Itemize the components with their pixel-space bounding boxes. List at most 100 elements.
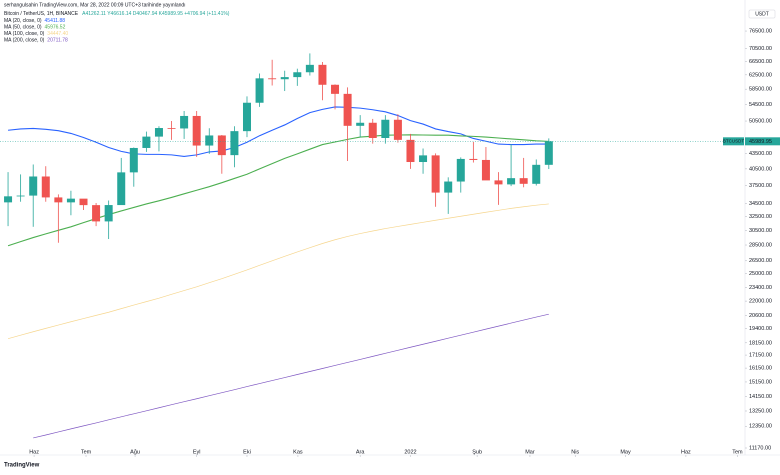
- candle-body: [519, 178, 528, 184]
- y-tick-label: 26500.00: [749, 258, 772, 264]
- y-tick-label: 28500.00: [749, 242, 772, 248]
- candle-body: [331, 84, 340, 94]
- legend-value: 20711.78: [47, 38, 68, 44]
- candle-body: [343, 93, 352, 126]
- currency-button[interactable]: [748, 9, 776, 19]
- legend-name: MA (50, close, 0): [4, 25, 42, 31]
- candle-body: [544, 141, 553, 165]
- symbol: Bitcoin / TetherUS, 1H, BINANCE: [4, 11, 79, 17]
- y-tick-label: 19400.00: [749, 326, 772, 332]
- ticker-label: BTCUSDT: [723, 139, 745, 144]
- x-tick-label: Haz: [29, 449, 39, 455]
- y-tick-label: 20600.00: [749, 313, 772, 319]
- candle-body: [318, 64, 327, 85]
- candle-body: [255, 78, 264, 103]
- legend-entry: MA (50, close, 0) 45976.52: [4, 25, 66, 31]
- y-tick-label: 43500.00: [749, 151, 772, 157]
- y-tick-label: 18150.00: [749, 340, 772, 346]
- y-tick-label: 22000.00: [749, 299, 772, 305]
- y-tick-label: 62500.00: [749, 72, 772, 78]
- x-tick-label: Mar: [525, 449, 535, 455]
- x-tick-label: Ağu: [130, 449, 140, 455]
- x-tick-label: 2022: [404, 449, 416, 455]
- legend-name: MA (100, close, 0): [4, 31, 45, 37]
- candle-body: [507, 178, 516, 185]
- x-tick-label: Tem: [732, 449, 743, 455]
- legend-name: MA (20, close, 0): [4, 18, 42, 24]
- currency[interactable]: USDT: [755, 11, 769, 17]
- y-tick-label: 11170.00: [749, 445, 771, 451]
- candle-body: [368, 122, 377, 138]
- y-tick-label: 12350.00: [749, 424, 772, 430]
- footer-logo: TradingView: [4, 463, 40, 469]
- candle-body: [16, 195, 25, 197]
- candle-body: [293, 72, 302, 78]
- candle-body: [154, 128, 163, 137]
- candle-body: [29, 176, 38, 196]
- x-tick-label: Nis: [571, 449, 579, 455]
- candle-body: [305, 64, 314, 73]
- candle-body: [41, 176, 50, 198]
- candle-body: [104, 205, 113, 222]
- legend-name: MA (200, close, 0): [4, 38, 45, 44]
- y-tick-label: 58500.00: [749, 87, 772, 93]
- candle-body: [532, 164, 541, 184]
- y-tick-label: 34500.00: [749, 201, 772, 207]
- header: serhangulsahin TradingView.com, Mar 28, …: [4, 2, 186, 8]
- candle-body: [444, 181, 453, 193]
- candle-body: [494, 180, 503, 185]
- y-tick-label: 70500.00: [749, 46, 772, 52]
- symbol-legend: Bitcoin / TetherUS, 1H, BINANCE A41262.11…: [4, 11, 230, 17]
- legend-entry: MA (20, close, 0) 45411.88: [4, 18, 65, 24]
- legend-value: 45411.88: [45, 18, 66, 24]
- price-label-box: [745, 137, 780, 146]
- y-tick-label: 50500.00: [749, 118, 772, 124]
- candle-body: [356, 122, 365, 126]
- y-tick-label: 76500.00: [749, 28, 772, 34]
- x-tick-label: Ara: [356, 449, 366, 455]
- ticker-box: [723, 137, 744, 146]
- candle-body: [381, 119, 390, 138]
- ohlc: A41262.11 Y46616.14 D40467.94 K45989.95 …: [82, 11, 230, 17]
- ma-line: [7, 106, 549, 157]
- candle-body: [280, 77, 289, 80]
- ma-line: [7, 203, 549, 339]
- candle-body: [142, 136, 151, 148]
- x-tick-label: Eki: [243, 449, 251, 455]
- candle-body: [406, 139, 415, 163]
- legend-value: 34447.40: [47, 31, 68, 37]
- y-tick-label: 40500.00: [749, 166, 772, 172]
- candle-body: [54, 197, 63, 203]
- y-tick-label: 37500.00: [749, 183, 772, 189]
- candle-body: [205, 135, 214, 146]
- y-tick-label: 15150.00: [749, 379, 772, 385]
- price-label: 45989.95: [749, 139, 772, 145]
- candle-body: [481, 159, 490, 181]
- x-tick-label: Şub: [472, 449, 482, 455]
- y-tick-label: 16150.00: [749, 366, 772, 372]
- candle-body: [192, 115, 201, 146]
- candle-body: [456, 158, 465, 182]
- candle-body: [268, 78, 277, 80]
- y-tick-label: 14150.00: [749, 394, 772, 400]
- candle-body: [129, 147, 138, 173]
- x-tick-label: Haz: [681, 449, 691, 455]
- candle-body: [117, 172, 126, 206]
- legend-entry: MA (200, close, 0) 20711.78: [4, 38, 68, 44]
- candle-body: [469, 158, 478, 160]
- x-tick-label: Kas: [293, 449, 303, 455]
- y-tick-label: 17150.00: [749, 353, 772, 359]
- y-tick-label: 13250.00: [749, 408, 772, 414]
- candle-body: [419, 155, 428, 163]
- y-tick-label: 23400.00: [749, 285, 772, 291]
- candle-body: [431, 155, 440, 193]
- candle-body: [79, 198, 88, 206]
- candle-body: [230, 131, 239, 156]
- candle-body: [66, 198, 75, 203]
- y-tick-label: 54500.00: [749, 102, 772, 108]
- y-tick-label: 25000.00: [749, 271, 772, 277]
- x-tick-label: Tem: [81, 449, 92, 455]
- x-tick-label: May: [620, 449, 631, 455]
- candle-body: [217, 135, 226, 156]
